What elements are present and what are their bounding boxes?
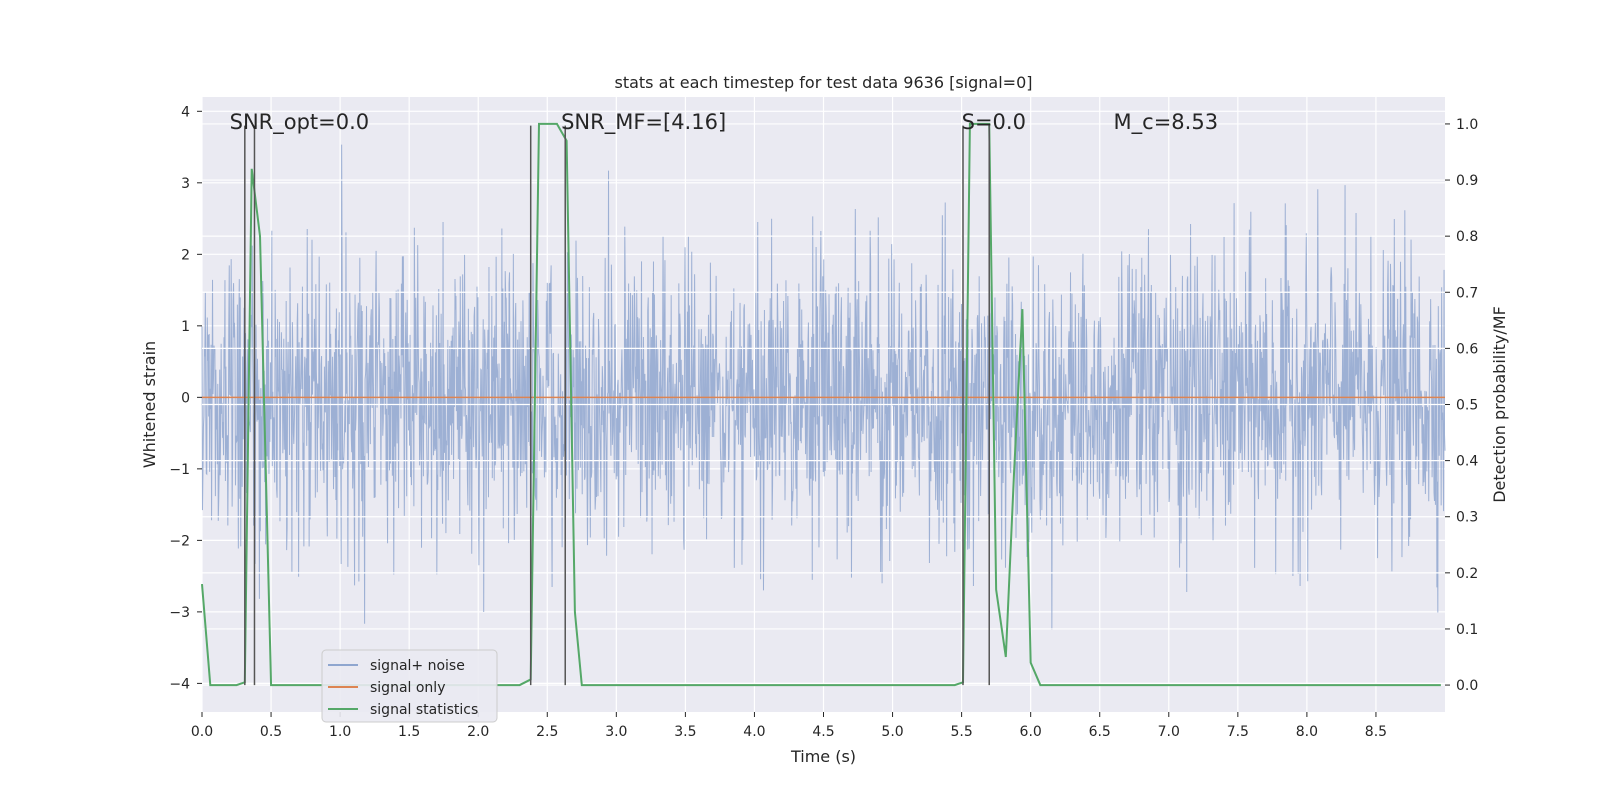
y-tick-label-right: 0.6 <box>1456 341 1478 357</box>
y-tick-label-left: 1 <box>181 319 190 335</box>
x-tick-label: 0.0 <box>191 724 213 740</box>
x-axis-label: Time (s) <box>790 747 856 766</box>
y-tick-label-right: 0.8 <box>1456 229 1478 245</box>
y-tick-label-right: 0.0 <box>1456 678 1478 694</box>
axes: 0.0 0.5 1.0 1.5 2.0 2.5 3.0 3.5 4.0 4.5 5.0 5.5 6.0 6… <box>169 104 1478 740</box>
y-tick-label-right: 0.5 <box>1456 398 1478 414</box>
x-tick-label: 2.5 <box>536 724 558 740</box>
legend: signal+ noise signal only signal statistic… <box>321 649 498 723</box>
chart-title: stats at each timestep for test data 963… <box>614 73 1032 92</box>
y-axis-label-left: Whitened strain <box>140 341 159 468</box>
y-axis-label-right: Detection probability/MF <box>1490 306 1509 503</box>
y-tick-label-right: 0.2 <box>1456 566 1478 582</box>
series-signal-noise <box>201 144 1446 630</box>
legend-box <box>321 649 498 723</box>
y-tick-label-right: 0.3 <box>1456 510 1478 526</box>
y-tick-label-left: −4 <box>169 676 190 692</box>
annotation-2: S=0.0 <box>962 110 1026 134</box>
x-tick-label: 7.5 <box>1227 724 1249 740</box>
y-tick-label-left: −1 <box>169 462 190 478</box>
x-tick-label: 6.5 <box>1089 724 1111 740</box>
x-tick-label: 6.0 <box>1020 724 1042 740</box>
y-tick-label-left: −3 <box>169 605 190 621</box>
x-tick-label: 3.0 <box>605 724 627 740</box>
annotations: SNR_opt=0.0 SNR_MF=[4.16] S=0.0 M_c=8.53 <box>230 110 1218 135</box>
y-tick-label-right: 0.7 <box>1456 285 1478 301</box>
x-tick-label: 7.0 <box>1158 724 1180 740</box>
y-tick-label-left: 2 <box>181 247 190 263</box>
y-tick-label-left: 3 <box>181 176 190 192</box>
vertical-markers <box>244 125 990 686</box>
x-tick-label: 3.5 <box>674 724 696 740</box>
x-tick-label: 8.5 <box>1365 724 1387 740</box>
y-tick-label-right: 0.4 <box>1456 454 1478 470</box>
legend-label: signal statistics <box>370 702 478 718</box>
annotation-1: SNR_MF=[4.16] <box>561 110 726 135</box>
y-tick-label-left: −2 <box>169 533 190 549</box>
x-tick-label: 1.0 <box>329 724 351 740</box>
annotation-0: SNR_opt=0.0 <box>230 110 370 135</box>
y-tick-label-left: 0 <box>181 390 190 406</box>
x-tick-label: 1.5 <box>398 724 420 740</box>
x-tick-label: 5.0 <box>881 724 903 740</box>
x-tick-label: 0.5 <box>260 724 282 740</box>
legend-label: signal+ noise <box>370 658 465 674</box>
x-tick-label: 4.5 <box>812 724 834 740</box>
y-tick-label-right: 1.0 <box>1456 117 1478 133</box>
y-tick-label-right: 0.1 <box>1456 622 1478 638</box>
y-tick-label-right: 0.9 <box>1456 173 1478 189</box>
series-lines <box>201 122 1445 687</box>
x-tick-label: 5.5 <box>950 724 972 740</box>
noise-trace <box>201 144 1446 630</box>
x-tick-label: 2.0 <box>467 724 489 740</box>
x-tick-label: 4.0 <box>743 724 765 740</box>
legend-label: signal only <box>370 680 445 696</box>
signal-statistics-line <box>201 122 1441 687</box>
x-tick-label: 8.0 <box>1296 724 1318 740</box>
y-tick-label-left: 4 <box>181 104 190 120</box>
annotation-3: M_c=8.53 <box>1114 110 1219 135</box>
